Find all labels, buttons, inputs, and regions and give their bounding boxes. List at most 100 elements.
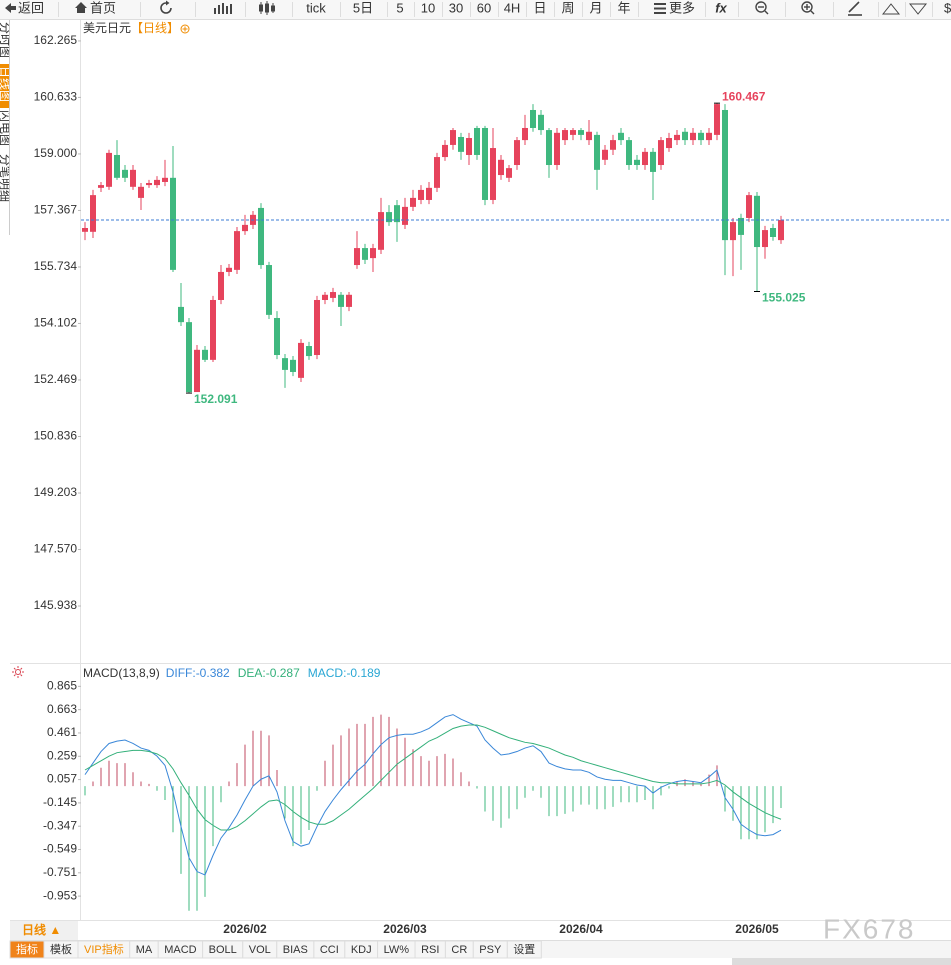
candle-body: [258, 207, 264, 266]
triangle-up-icon[interactable]: [881, 3, 901, 15]
title-icon[interactable]: [180, 24, 190, 34]
candle-body: [346, 294, 352, 307]
macd-legend: -0.382: [196, 666, 230, 680]
indicator-tab-bg[interactable]: [506, 940, 542, 959]
toolbar-button[interactable]: 60: [477, 0, 491, 15]
toolbar-button[interactable]: 更多: [669, 0, 695, 15]
y-tick-label: 152.469: [34, 372, 78, 386]
candle-body: [634, 159, 640, 166]
candle-body: [362, 248, 368, 260]
bar-icon[interactable]: [214, 3, 232, 14]
candle-body: [306, 346, 312, 357]
draw-icon[interactable]: [848, 1, 862, 16]
candle-body: [130, 169, 136, 187]
toolbar-button[interactable]: tick: [306, 0, 326, 15]
toolbar-button[interactable]: 10: [421, 0, 435, 15]
candle-body: [762, 230, 768, 248]
indicator-tab[interactable]: VOL: [249, 944, 271, 956]
indicator-tab[interactable]: LW%: [384, 944, 410, 956]
toolbar-button[interactable]: 周: [561, 0, 574, 15]
refresh-icon[interactable]: [160, 2, 172, 14]
candle-body: [490, 148, 496, 200]
y-tick-label: 0.663: [47, 702, 77, 716]
candle-body: [266, 265, 272, 315]
side-tab[interactable]: 闪电图: [0, 110, 12, 146]
side-tab[interactable]: 分笔明细: [0, 154, 13, 202]
candle-body: [474, 127, 480, 155]
indicator-tab[interactable]: VIP指标: [84, 942, 124, 956]
side-tab[interactable]: 分时图: [0, 22, 12, 58]
candle-body: [202, 349, 208, 360]
candle-body: [650, 151, 656, 172]
y-tick-label: 149.203: [34, 485, 78, 499]
indicator-tab[interactable]: CCI: [320, 944, 339, 956]
macd-settings-icon[interactable]: [12, 666, 24, 678]
indicator-tab[interactable]: BOLL: [209, 944, 237, 956]
y-tick-label: -0.953: [43, 888, 77, 902]
toolbar-button[interactable]: 5日: [353, 0, 373, 15]
back-icon[interactable]: [5, 3, 16, 13]
triangle-down-icon[interactable]: [908, 3, 928, 15]
indicator-tab[interactable]: 设置: [513, 943, 535, 956]
candle-body: [194, 349, 200, 393]
candle-body: [394, 205, 400, 223]
period-button[interactable]: 日线 ▲: [22, 922, 61, 937]
candle-body: [618, 132, 624, 141]
candle-body: [706, 132, 712, 141]
toolbar-button[interactable]: 月: [589, 0, 602, 15]
candle-body: [170, 177, 176, 270]
candle-body: [226, 267, 232, 272]
period-button-bg[interactable]: [10, 921, 78, 940]
toolbar-button[interactable]: 4H: [504, 0, 521, 15]
toolbar-button[interactable]: 年: [617, 0, 630, 15]
indicator-tab[interactable]: MA: [136, 944, 153, 956]
zoom-out-icon[interactable]: [755, 1, 769, 15]
indicator-tab[interactable]: BIAS: [283, 944, 308, 956]
candle-body: [594, 134, 600, 170]
indicator-tab[interactable]: PSY: [479, 944, 502, 956]
candle-body: [386, 212, 392, 223]
indicator-tab[interactable]: MACD: [164, 944, 196, 956]
indicator-tab[interactable]: CR: [451, 944, 467, 956]
candle-body: [378, 212, 384, 250]
candle-body: [554, 132, 560, 166]
candle-body: [586, 131, 592, 141]
indicator-tab[interactable]: KDJ: [351, 944, 372, 956]
candle-body: [138, 186, 144, 198]
candle-body: [210, 299, 216, 360]
zoom-in-icon[interactable]: [801, 1, 815, 15]
candle-icon[interactable]: [259, 1, 275, 15]
candle-body: [738, 217, 744, 235]
toolbar-button[interactable]: $: [944, 0, 951, 15]
candle-body: [234, 231, 240, 270]
candle-body: [450, 130, 456, 145]
candle-body: [242, 224, 248, 232]
candle-body: [114, 154, 120, 178]
candle-body: [370, 248, 376, 259]
home-icon[interactable]: [75, 2, 87, 13]
candle-body: [282, 358, 288, 370]
watermark: FX678: [823, 913, 916, 944]
toolbar-items: 返回 首页 tick 5日 5 10 30 60 4H 日周月年 更多 fx $: [5, 0, 951, 17]
y-tick-label: -0.751: [43, 865, 77, 879]
toolbar-button[interactable]: 5: [396, 0, 403, 15]
more-icon[interactable]: [654, 3, 666, 14]
candle-body: [722, 109, 728, 241]
toolbar-button[interactable]: fx: [715, 0, 727, 15]
toolbar-button[interactable]: 首页: [90, 0, 116, 15]
y-tick-label: 162.265: [34, 33, 78, 47]
y-tick-label: 159.000: [34, 146, 78, 160]
indicator-tab[interactable]: RSI: [421, 944, 439, 956]
indicator-tab[interactable]: 指标: [16, 942, 38, 956]
toolbar-button[interactable]: 日: [533, 0, 546, 15]
y-tick-label: 0.259: [47, 748, 77, 762]
side-tab[interactable]: 日线图: [0, 66, 12, 102]
x-tick-label: 2026/04: [559, 922, 603, 936]
candle-body: [298, 342, 304, 378]
indicator-tab[interactable]: 模板: [50, 942, 72, 956]
toolbar-button[interactable]: 返回: [18, 0, 44, 15]
macd-legend: MACD(13,8,9): [83, 666, 160, 680]
toolbar-button[interactable]: 30: [449, 0, 463, 15]
candle-body: [506, 168, 512, 178]
